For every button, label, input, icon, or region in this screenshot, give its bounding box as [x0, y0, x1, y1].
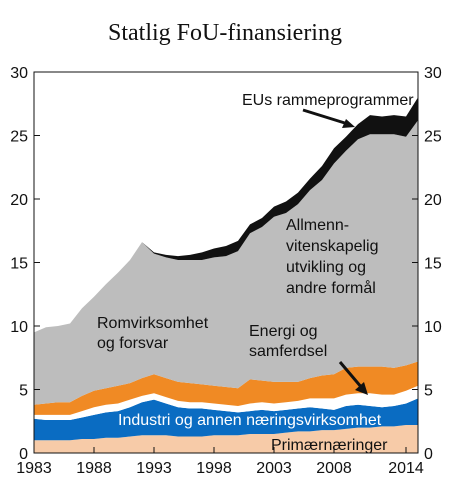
xtick-label-1: 1988 — [76, 460, 112, 477]
axes: 0 0 5 5 10 10 15 15 20 20 25 25 30 30 1983 1988 1993 1998… — [10, 65, 442, 477]
xtick-label-5: 2008 — [316, 460, 352, 477]
label-industri: Industri og annen næringsvirksomhet — [118, 412, 382, 429]
xtick-label-2: 1993 — [136, 460, 172, 477]
area-series-2 — [34, 385, 418, 420]
area-series-5 — [34, 97, 418, 333]
label-romvirksomhet: Romvirksomhet og forsvar — [97, 315, 213, 352]
area-series-1 — [34, 398, 418, 441]
left-ytick-label-5: 25 — [10, 129, 28, 146]
xtick-label-3: 1998 — [196, 460, 232, 477]
label-allmenn-line-4: andre formål — [286, 279, 376, 297]
area-series-0 — [34, 425, 418, 453]
right-ytick-label-5: 25 — [424, 129, 442, 146]
annotations: EUs rammeprogrammer Allmenn- vitenskapel… — [97, 92, 414, 454]
right-ytick-label-0: 0 — [424, 446, 433, 463]
arrow-energi — [338, 361, 364, 389]
right-ytick-label-2: 10 — [424, 319, 442, 336]
right-ytick-label-1: 5 — [424, 383, 433, 400]
label-allmenn-line-1: Allmenn- — [286, 217, 349, 234]
left-ytick-label-0: 0 — [19, 446, 28, 463]
right-ytick-label-4: 20 — [424, 192, 442, 209]
stacked-areas — [34, 97, 418, 453]
arrowhead-eu — [342, 119, 355, 128]
label-romvirksomhet-line-2: og forsvar — [97, 335, 169, 352]
left-ytick-label-6: 30 — [10, 65, 28, 82]
left-ytick-label-4: 20 — [10, 192, 28, 209]
xtick-label-4: 2003 — [256, 460, 292, 477]
label-allmenn-line-2: vitenskapelig — [286, 238, 379, 255]
label-energi-line-1: Energi og — [249, 323, 318, 340]
label-allmenn-line-3: utvikling og — [286, 259, 366, 276]
left-ytick-label-3: 15 — [10, 256, 28, 273]
xtick-label-0: 1983 — [16, 460, 52, 477]
area-series-3 — [34, 361, 418, 415]
left-ytick-label-2: 10 — [10, 319, 28, 336]
label-energi-line-2: samferdsel — [249, 343, 327, 360]
right-ytick-label-6: 30 — [424, 65, 442, 82]
xtick-label-6: 2014 — [388, 460, 424, 477]
chart-title: Statlig FoU-finansiering — [108, 20, 342, 46]
label-eu-rammeprogrammer: EUs rammeprogrammer — [242, 92, 414, 109]
area-series-4 — [34, 120, 418, 405]
label-primaernaeringer: Primærnæringer — [271, 437, 388, 454]
label-energi: Energi og samferdsel — [249, 323, 327, 360]
arrowhead-energi — [355, 382, 368, 395]
right-ytick-label-3: 15 — [424, 256, 442, 273]
left-ytick-label-1: 5 — [19, 383, 28, 400]
label-romvirksomhet-line-1: Romvirksomhet — [97, 315, 209, 332]
arrow-eu — [302, 108, 349, 126]
label-allmenn: Allmenn- vitenskapelig utvikling og andr… — [286, 217, 383, 297]
